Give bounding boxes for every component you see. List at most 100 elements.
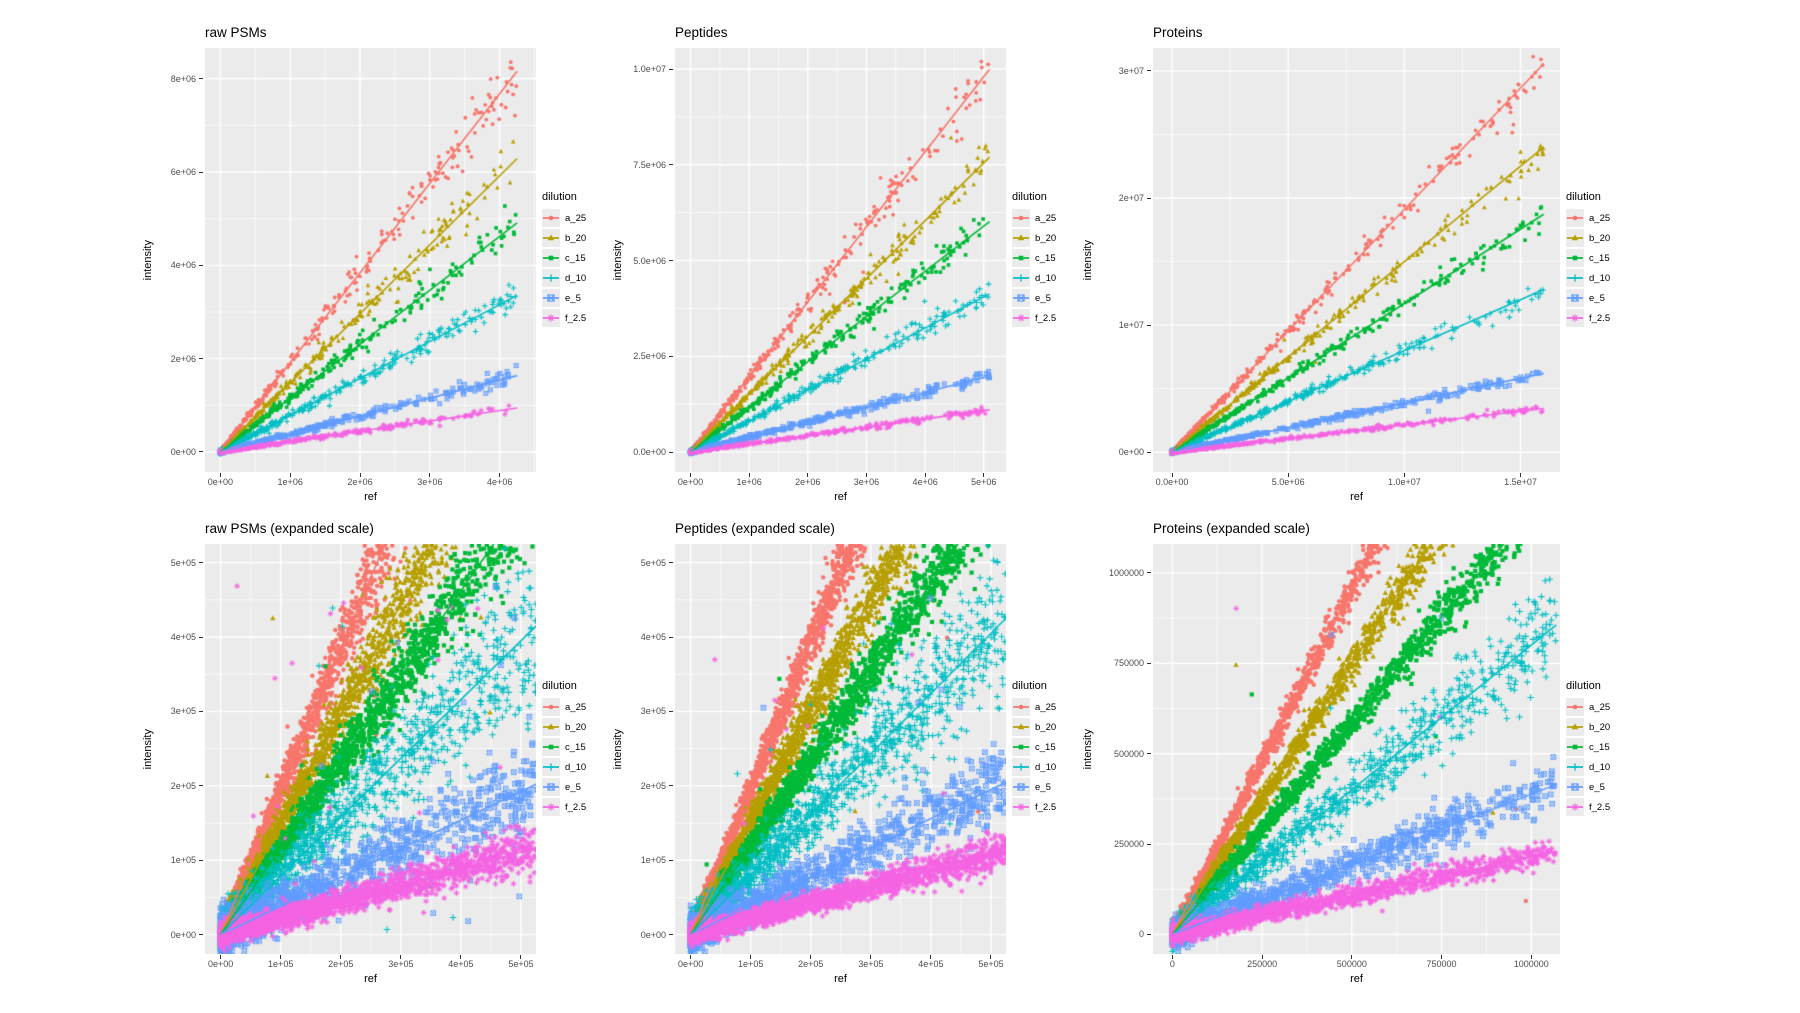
- x-tick-label: 0: [1169, 959, 1175, 969]
- legend-entry-label: d_10: [1035, 272, 1057, 284]
- x-tick-label: 750000: [1426, 959, 1457, 969]
- x-tick-label: 0e+00: [677, 959, 704, 969]
- y-axis-ticks: 0e+00 1e+07 2e+07 3e+07: [1095, 48, 1153, 472]
- legend-entry: f_2.5: [542, 798, 610, 816]
- y-tick-label: 0.0e+00: [633, 447, 666, 458]
- x-tick-mark: [690, 473, 692, 477]
- y-tick-label: 8e+06: [170, 73, 196, 84]
- y-tick-mark: [669, 451, 673, 453]
- y-tick-label: 6e+06: [170, 167, 196, 178]
- y-tick-label: 5.0e+06: [633, 255, 666, 266]
- legend-title: dilution: [1012, 191, 1047, 203]
- legend-entry-label: d_10: [565, 272, 587, 284]
- plot-area-canvas: [1153, 48, 1560, 472]
- x-tick-label: 2e+06: [795, 477, 821, 487]
- legend-key-square-icon: [542, 738, 560, 756]
- legend-entry: e_5: [1566, 778, 1638, 796]
- legend: dilution a_25 b_20 c_15 d_10 e_5 f_2.5: [1006, 680, 1080, 818]
- panel-proteins: Proteins intensity 0e+00 1e+07 2e+07 3e+07 …: [1080, 14, 1700, 510]
- legend-key-square-x-icon: [1566, 778, 1584, 796]
- y-tick-label: 0e+00: [170, 446, 196, 457]
- legend-entry: f_2.5: [1012, 798, 1080, 816]
- y-tick-label: 5e+05: [170, 557, 196, 568]
- x-axis-ticks: 0.0e+00 5.0e+06 1.0e+07 1.5e+07: [1153, 472, 1560, 489]
- legend-key-triangle-icon: [1012, 718, 1030, 736]
- x-tick-mark: [1351, 955, 1353, 959]
- legend-entry: c_15: [1566, 249, 1638, 267]
- x-tick-label: 5e+06: [971, 477, 997, 487]
- x-axis-title: ref: [364, 491, 377, 503]
- x-axis-title: ref: [1350, 491, 1363, 503]
- legend-entry-label: a_25: [565, 212, 587, 224]
- legend-entry: f_2.5: [542, 309, 610, 327]
- y-tick-label: 0e+00: [1118, 447, 1144, 458]
- x-axis-title: ref: [364, 973, 377, 985]
- legend-title: dilution: [542, 191, 577, 203]
- legend-entry: e_5: [542, 289, 610, 307]
- x-tick-label: 0e+00: [207, 477, 233, 487]
- legend-entry-label: c_15: [1589, 741, 1610, 753]
- legend-key-square-x-icon: [1566, 289, 1584, 307]
- x-tick-mark: [219, 473, 221, 477]
- legend-entry: e_5: [1012, 778, 1080, 796]
- legend-entry-label: d_10: [1589, 761, 1611, 773]
- x-tick-mark: [750, 955, 752, 959]
- panel-title: raw PSMs (expanded scale): [205, 521, 374, 536]
- plot-area: [205, 48, 536, 472]
- y-tick-mark: [669, 562, 673, 564]
- legend-entry-label: c_15: [1589, 252, 1610, 264]
- legend-entry-label: b_20: [1035, 232, 1057, 244]
- x-tick-mark: [499, 473, 501, 477]
- x-tick-mark: [870, 955, 872, 959]
- legend-entries: a_25 b_20 c_15 d_10 e_5 f_2.5: [1012, 698, 1080, 816]
- legend-key-circle-icon: [542, 698, 560, 716]
- y-tick-label: 4e+06: [170, 260, 196, 271]
- x-tick-label: 3e+05: [858, 959, 884, 969]
- legend-key-circle-icon: [1012, 209, 1030, 227]
- y-axis-title: intensity: [1081, 239, 1094, 281]
- x-tick-mark: [865, 473, 867, 477]
- y-tick-mark: [669, 934, 673, 936]
- y-tick-label: 3e+05: [170, 706, 196, 717]
- legend-entries: a_25 b_20 c_15 d_10 e_5 f_2.5: [542, 209, 610, 327]
- y-tick-label: 7.5e+06: [633, 159, 666, 170]
- legend-entry-label: f_2.5: [565, 312, 587, 324]
- legend-entries: a_25 b_20 c_15 d_10 e_5 f_2.5: [1566, 209, 1638, 327]
- y-tick-label: 250000: [1113, 839, 1144, 850]
- legend-entry: d_10: [542, 758, 610, 776]
- legend-entry: e_5: [1012, 289, 1080, 307]
- legend-entry-label: b_20: [565, 232, 587, 244]
- legend-title: dilution: [1566, 191, 1601, 203]
- plot-area: [1153, 48, 1560, 472]
- y-tick-mark: [669, 68, 673, 70]
- y-axis-title: intensity: [611, 239, 624, 281]
- legend-key-triangle-icon: [1566, 229, 1584, 247]
- y-tick-mark: [199, 636, 203, 638]
- legend-key-square-icon: [542, 249, 560, 267]
- x-tick-label: 5e+05: [508, 959, 534, 969]
- y-tick-mark: [199, 859, 203, 861]
- legend-entry-label: e_5: [1589, 292, 1605, 304]
- x-tick-mark: [990, 955, 992, 959]
- legend-key-square-x-icon: [1012, 289, 1030, 307]
- x-tick-mark: [1171, 473, 1173, 477]
- y-axis-ticks: 0.0e+00 2.5e+06 5.0e+06 7.5e+06 1.0e+07: [625, 48, 675, 472]
- y-tick-label: 5e+05: [640, 557, 666, 568]
- x-tick-mark: [460, 955, 462, 959]
- y-tick-mark: [669, 785, 673, 787]
- legend-entry-label: e_5: [1035, 292, 1051, 304]
- plot-area-canvas: [675, 544, 1006, 954]
- legend-entry: d_10: [1566, 269, 1638, 287]
- x-tick-mark: [520, 955, 522, 959]
- x-tick-label: 500000: [1336, 959, 1367, 969]
- y-tick-label: 750000: [1113, 658, 1144, 669]
- y-tick-mark: [1147, 324, 1151, 326]
- legend-entry: e_5: [1566, 289, 1638, 307]
- legend-entry-label: f_2.5: [1035, 801, 1057, 813]
- legend-key-plus-icon: [1566, 269, 1584, 287]
- x-tick-mark: [810, 955, 812, 959]
- panel-title: Peptides: [675, 25, 728, 40]
- legend-title: dilution: [1566, 680, 1601, 692]
- legend-key-triangle-icon: [542, 718, 560, 736]
- y-tick-label: 2.5e+06: [633, 351, 666, 362]
